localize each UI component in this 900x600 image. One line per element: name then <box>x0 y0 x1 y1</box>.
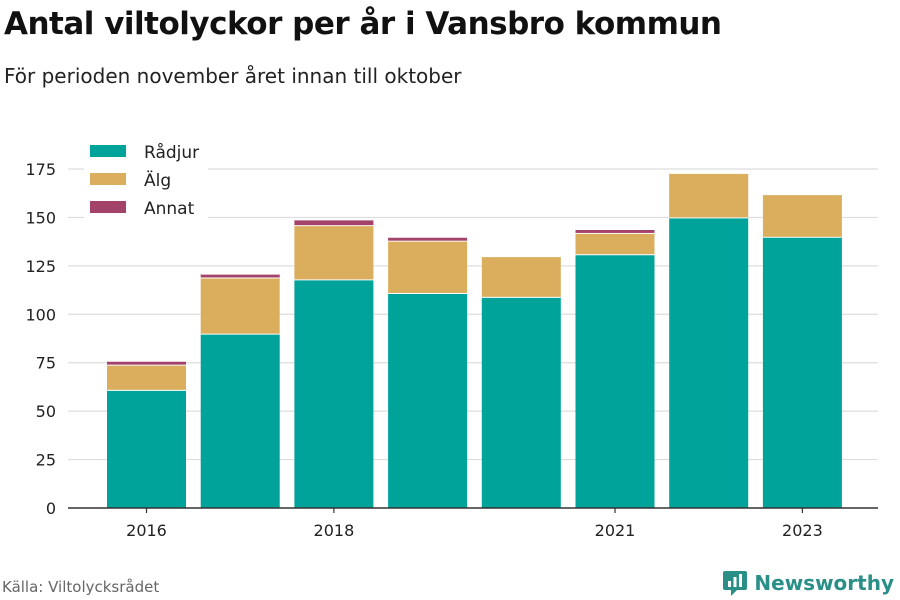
axes: 0 25 50 75 100 125 150 175 2016 2018 2021 2023 <box>25 160 878 540</box>
y-tick-label: 150 <box>25 208 56 227</box>
bar-annat-2017 <box>200 273 280 278</box>
y-tick-label: 50 <box>36 402 56 421</box>
legend-swatch-annat <box>90 201 126 213</box>
x-tick-label: 2016 <box>126 521 167 540</box>
bar-älg-2017 <box>200 277 280 334</box>
bars <box>107 171 842 509</box>
legend-label: Älg <box>144 170 171 191</box>
bar-annat-2016 <box>107 360 186 365</box>
bar-rådjur-2023 <box>762 236 842 509</box>
newsworthy-logo-icon <box>723 571 748 596</box>
bar-rådjur-2017 <box>200 333 280 508</box>
bar-annat-2018 <box>294 219 374 226</box>
bar-älg-2023 <box>762 194 842 237</box>
bar-älg-2018 <box>294 225 374 280</box>
legend-swatch-rådjur <box>90 145 126 157</box>
x-tick-label: 2023 <box>782 521 823 540</box>
bar-älg-2022 <box>669 172 749 218</box>
y-tick-label: 100 <box>25 305 56 324</box>
bar-rådjur-2019 <box>388 292 468 508</box>
bar-rådjur-2020 <box>481 296 561 508</box>
y-tick-label: 0 <box>46 499 56 518</box>
bar-rådjur-2018 <box>294 279 374 508</box>
bar-älg-2019 <box>388 240 468 293</box>
bar-älg-2016 <box>107 364 186 390</box>
bar-rådjur-2016 <box>107 389 186 508</box>
bar-rådjur-2022 <box>669 217 749 508</box>
bar-rådjur-2021 <box>575 254 655 508</box>
bar-älg-2021 <box>575 232 655 255</box>
brand-name: Newsworthy <box>754 571 894 595</box>
chart-subtitle: För perioden november året innan till ok… <box>4 64 462 88</box>
y-tick-label: 175 <box>25 160 56 179</box>
legend-label: Rådjur <box>144 142 199 163</box>
bar-annat-2021 <box>575 229 655 233</box>
legend-swatch-älg <box>90 173 126 185</box>
x-tick-label: 2021 <box>595 521 636 540</box>
bar-annat-2019 <box>388 236 468 241</box>
source-note: Källa: Viltolycksrådet <box>2 578 160 596</box>
legend-label: Annat <box>144 199 195 219</box>
x-tick-label: 2018 <box>314 521 355 540</box>
y-tick-label: 125 <box>25 257 56 276</box>
chart-title: Antal viltolyckor per år i Vansbro kommu… <box>4 6 722 42</box>
brand-logo: Newsworthy <box>722 569 894 597</box>
y-tick-label: 25 <box>36 451 56 470</box>
stacked-bar-chart: 0 25 50 75 100 125 150 175 2016 2018 2021 2023 Rådj… <box>25 135 878 540</box>
bar-älg-2020 <box>481 256 561 297</box>
legend: Rådjur Älg Annat <box>84 135 208 219</box>
y-tick-label: 75 <box>36 354 56 373</box>
